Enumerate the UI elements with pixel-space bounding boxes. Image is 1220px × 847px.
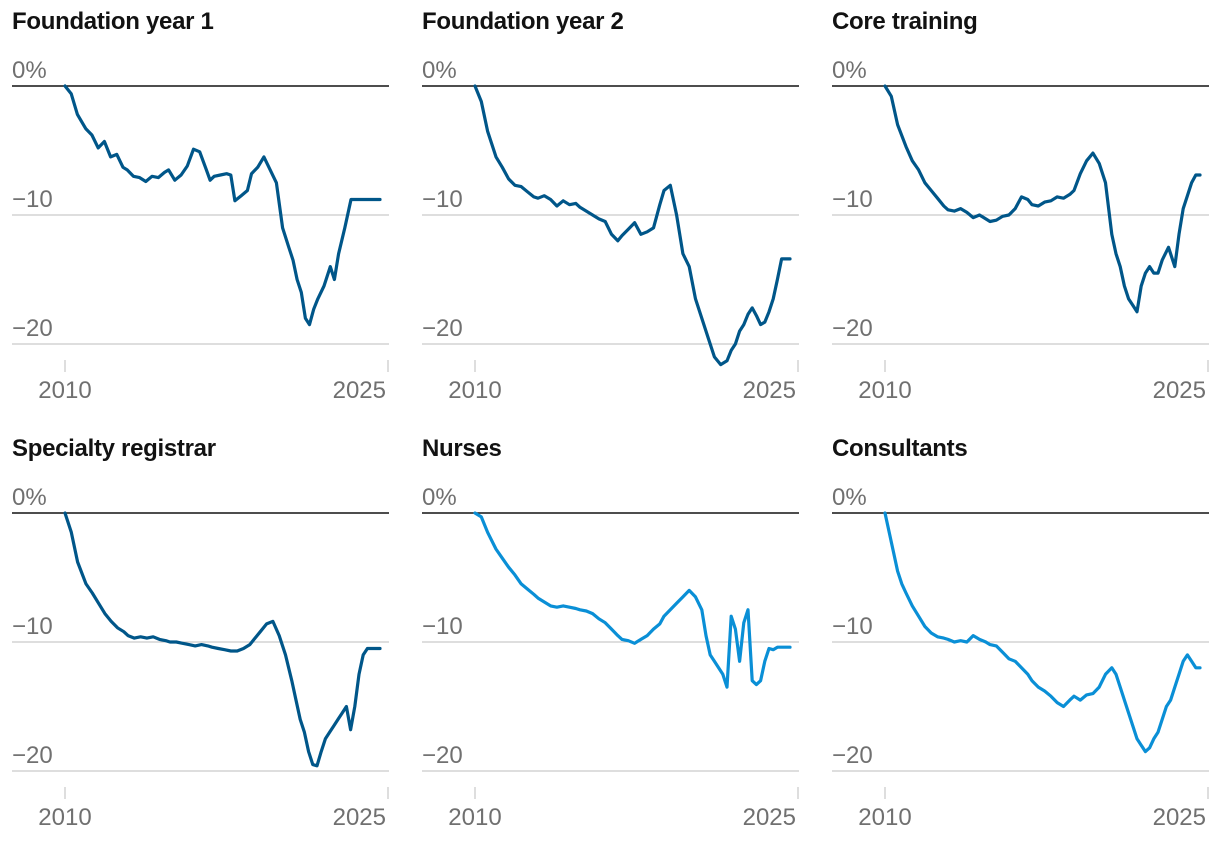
x-tick-label: 2025 (1153, 377, 1206, 404)
y-tick-label: −20 (422, 742, 463, 769)
chart-title: Foundation year 2 (422, 8, 624, 35)
chart-title: Core training (832, 8, 978, 35)
x-tick-label: 2025 (1153, 804, 1206, 831)
y-tick-label: −20 (12, 315, 53, 342)
x-tick-label: 2025 (333, 804, 386, 831)
y-tick-label: −10 (422, 613, 463, 640)
line-chart-core-training: 0% −10 −20 2010 2025 (832, 57, 1209, 404)
y-tick-label: 0% (832, 484, 867, 511)
y-tick-label: 0% (12, 484, 47, 511)
chart-panel-nurses: Nurses 0% −10 −20 2010 2025 (410, 427, 800, 847)
series-line (473, 84, 792, 367)
y-tick-label: −20 (12, 742, 53, 769)
series-line (63, 511, 382, 768)
chart-title: Nurses (422, 435, 502, 462)
x-tick-label: 2010 (448, 804, 501, 831)
line-chart-foundation-year-2: 0% −10 −20 2010 2025 (422, 57, 799, 404)
x-tick-label: 2010 (858, 377, 911, 404)
y-tick-label: −10 (832, 613, 873, 640)
line-chart-nurses: 0% −10 −20 2010 2025 (422, 484, 799, 831)
x-tick-label: 2010 (858, 804, 911, 831)
series-line (883, 511, 1202, 754)
x-tick-label: 2025 (743, 377, 796, 404)
x-tick-label: 2010 (448, 377, 501, 404)
series-line (63, 84, 382, 327)
chart-panel-foundation-year-2: Foundation year 2 0% −10 −20 2010 2025 (410, 0, 800, 420)
x-tick-label: 2025 (333, 377, 386, 404)
y-tick-label: 0% (12, 57, 47, 84)
y-tick-label: −20 (422, 315, 463, 342)
series-line (883, 84, 1202, 314)
y-tick-label: 0% (832, 57, 867, 84)
y-tick-label: 0% (422, 484, 457, 511)
y-tick-label: −10 (832, 186, 873, 213)
chart-panel-core-training: Core training 0% −10 −20 2010 2025 (820, 0, 1210, 420)
x-tick-label: 2010 (38, 377, 91, 404)
y-tick-label: −10 (12, 186, 53, 213)
y-tick-label: −10 (12, 613, 53, 640)
chart-panel-foundation-year-1: Foundation year 1 0% −10 −20 2010 2025 (0, 0, 390, 420)
y-tick-label: −10 (422, 186, 463, 213)
chart-panel-consultants: Consultants 0% −10 −20 2010 2025 (820, 427, 1210, 847)
chart-panel-specialty-registrar: Specialty registrar 0% −10 −20 2010 2025 (0, 427, 390, 847)
y-tick-label: −20 (832, 315, 873, 342)
chart-title: Consultants (832, 435, 968, 462)
x-tick-label: 2025 (743, 804, 796, 831)
y-tick-label: 0% (422, 57, 457, 84)
y-tick-label: −20 (832, 742, 873, 769)
series-line (473, 511, 792, 689)
chart-title: Foundation year 1 (12, 8, 214, 35)
chart-title: Specialty registrar (12, 435, 216, 462)
line-chart-foundation-year-1: 0% −10 −20 2010 2025 (12, 57, 389, 404)
x-tick-label: 2010 (38, 804, 91, 831)
line-chart-specialty-registrar: 0% −10 −20 2010 2025 (12, 484, 389, 831)
line-chart-consultants: 0% −10 −20 2010 2025 (832, 484, 1209, 831)
